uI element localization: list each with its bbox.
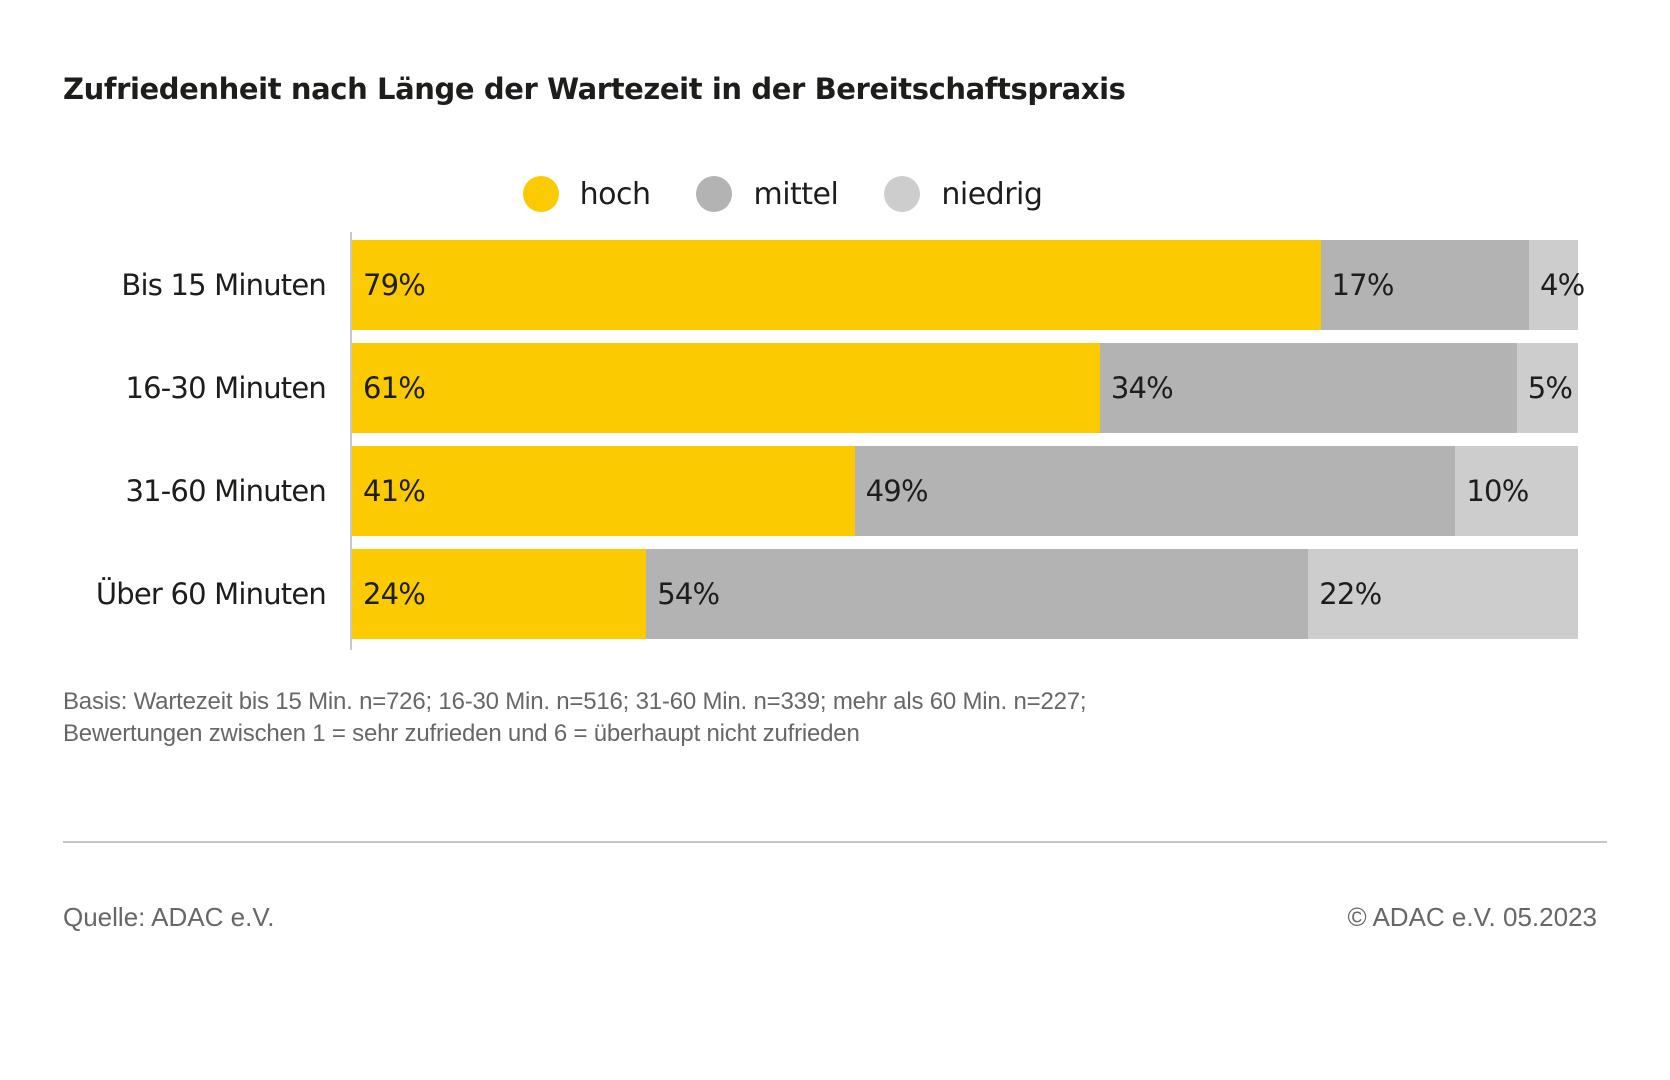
- category-label: 16-30 Minuten: [125, 371, 326, 405]
- bar-segment-hoch: 41%: [352, 446, 855, 536]
- bar-row: 16-30 Minuten 61% 34% 5%: [63, 343, 1578, 433]
- category-label: Bis 15 Minuten: [121, 268, 326, 302]
- segment-value-label: 24%: [363, 577, 426, 611]
- segment-value-label: 22%: [1319, 577, 1382, 611]
- segment-value-label: 10%: [1466, 474, 1529, 508]
- segment-value-label: 61%: [363, 371, 426, 405]
- legend-item-hoch: hoch: [522, 176, 651, 212]
- bar-chart: Bis 15 Minuten 79% 17% 4% 16-30 Minuten 61% 34…: [63, 232, 1585, 650]
- legend-item-mittel: mittel: [696, 176, 839, 212]
- bar-track: 79% 17% 4%: [352, 240, 1585, 330]
- bar-segment-mittel: 49%: [854, 446, 1456, 536]
- segment-value-label: 79%: [363, 268, 426, 302]
- bar-segment-mittel: 34%: [1099, 343, 1517, 433]
- category-label: 31-60 Minuten: [125, 474, 326, 508]
- bar-segment-niedrig: 10%: [1455, 446, 1578, 536]
- segment-value-label: 34%: [1110, 371, 1174, 405]
- legend-dot-icon: [884, 176, 921, 212]
- legend-item-label: mittel: [753, 176, 839, 212]
- bar-segment-mittel: 17%: [1320, 240, 1529, 330]
- bar-row: Bis 15 Minuten 79% 17% 4%: [63, 240, 1585, 330]
- bar-segment-mittel: 54%: [646, 549, 1309, 639]
- bar-segment-niedrig: 4%: [1528, 240, 1585, 330]
- segment-value-label: 41%: [363, 474, 426, 508]
- bar-segment-hoch: 61%: [352, 343, 1100, 433]
- legend-dot-icon: [696, 176, 733, 212]
- bar-row: Über 60 Minuten 24% 54% 22%: [63, 549, 1578, 639]
- y-axis-line: [350, 232, 352, 650]
- bar-segment-niedrig: 22%: [1308, 549, 1578, 639]
- bar-segment-hoch: 24%: [352, 549, 647, 639]
- category-label: Über 60 Minuten: [95, 577, 327, 611]
- segment-value-label: 17%: [1331, 268, 1395, 302]
- copyright-label: © ADAC e.V. 05.2023: [1347, 902, 1597, 932]
- legend-item-label: niedrig: [941, 176, 1043, 212]
- segment-value-label: 4%: [1539, 268, 1585, 302]
- segment-value-label: 5%: [1527, 371, 1573, 405]
- source-label: Quelle: ADAC e.V.: [63, 902, 275, 932]
- footnote-line-1: Basis: Wartezeit bis 15 Min. n=726; 16-3…: [63, 688, 1087, 715]
- footnote: Basis: Wartezeit bis 15 Min. n=726; 16-3…: [63, 686, 1087, 750]
- footnote-line-2: Bewertungen zwischen 1 = sehr zufrieden …: [63, 720, 860, 747]
- bar-segment-niedrig: 5%: [1516, 343, 1578, 433]
- legend-item-niedrig: niedrig: [884, 176, 1043, 212]
- segment-value-label: 54%: [657, 577, 720, 611]
- legend-dot-icon: [522, 176, 559, 212]
- bar-track: 61% 34% 5%: [352, 343, 1578, 433]
- legend-item-label: hoch: [579, 176, 651, 212]
- page-title: Zufriedenheit nach Länge der Wartezeit i…: [63, 72, 1126, 106]
- bar-segment-hoch: 79%: [352, 240, 1321, 330]
- legend: hoch mittel niedrig: [0, 176, 1670, 212]
- footer-divider: [63, 841, 1607, 843]
- bar-track: 24% 54% 22%: [352, 549, 1578, 639]
- bar-row: 31-60 Minuten 41% 49% 10%: [63, 446, 1578, 536]
- bar-track: 41% 49% 10%: [352, 446, 1578, 536]
- segment-value-label: 49%: [865, 474, 929, 508]
